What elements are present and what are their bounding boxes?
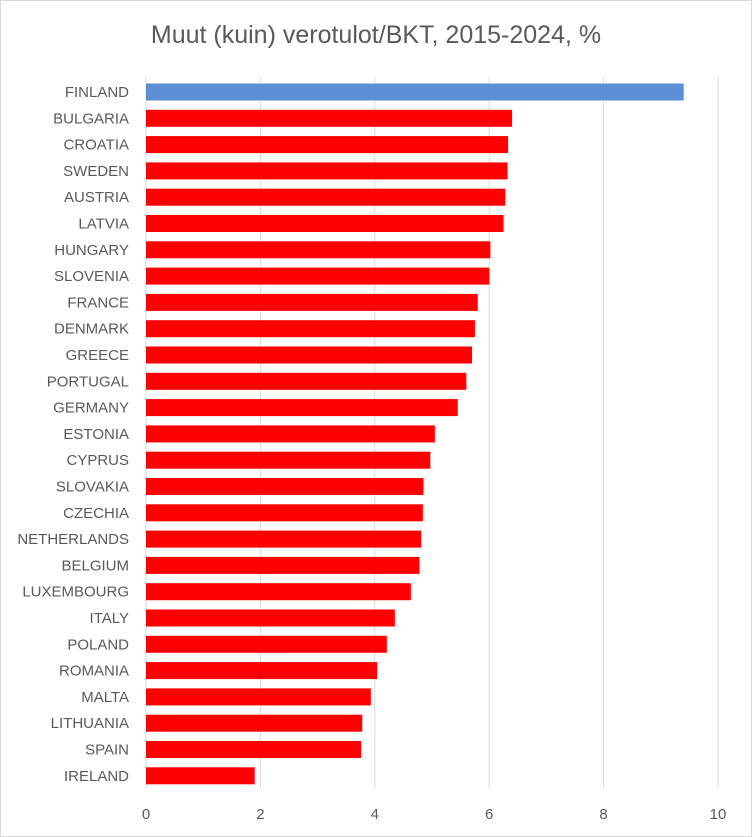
bar-romania	[146, 662, 378, 680]
bar-netherlands	[146, 530, 422, 548]
category-label: AUSTRIA	[64, 189, 129, 206]
category-label: SLOVAKIA	[56, 479, 129, 496]
bar-slovakia	[146, 478, 424, 495]
bar-germany	[146, 399, 458, 417]
bar-france	[146, 293, 478, 311]
category-label: LATVIA	[78, 216, 129, 233]
category-label: GERMANY	[53, 400, 129, 417]
bar-hungary	[146, 241, 491, 259]
bar-latvia	[146, 215, 504, 232]
chart-title: Muut (kuin) verotulot/BKT, 2015-2024, %	[150, 21, 602, 49]
x-tick-label: 10	[710, 806, 727, 823]
category-label: DENMARK	[54, 321, 129, 338]
bar-czechia	[146, 504, 423, 522]
category-label: BELGIUM	[61, 557, 129, 574]
category-label: ROMANIA	[59, 663, 129, 680]
bar-austria	[146, 188, 506, 206]
x-tick-label: 6	[485, 806, 493, 823]
category-label: FINLAND	[65, 84, 129, 101]
category-label: POLAND	[67, 636, 129, 653]
bar-cyprus	[146, 451, 431, 469]
category-label: SWEDEN	[63, 163, 129, 180]
x-tick-label: 0	[142, 806, 150, 823]
category-label: BULGARIA	[53, 110, 129, 127]
x-axis-ticks: 0 2 4 6 8 10	[142, 806, 727, 823]
bar-malta	[146, 688, 371, 706]
bar-finland	[146, 83, 684, 101]
category-label: MALTA	[81, 689, 129, 706]
bar-ireland	[146, 767, 255, 785]
bar-bulgaria	[146, 109, 513, 127]
category-label: IRELAND	[64, 768, 129, 785]
category-label: SLOVENIA	[54, 268, 129, 285]
bar-lithuania	[146, 714, 363, 732]
category-label: CYPRUS	[66, 452, 129, 469]
bar-italy	[146, 609, 395, 627]
bar-portugal	[146, 372, 467, 390]
category-label: ESTONIA	[63, 426, 129, 443]
x-tick-label: 4	[371, 806, 379, 823]
bar-belgium	[146, 556, 420, 574]
bar-poland	[146, 635, 387, 653]
bar-greece	[146, 346, 473, 364]
category-label: GREECE	[66, 347, 129, 364]
category-label: HUNGARY	[54, 242, 129, 259]
category-label: LITHUANIA	[51, 715, 129, 732]
bar-layer	[146, 83, 684, 785]
bar-spain	[146, 741, 362, 758]
category-label: PORTUGAL	[47, 373, 129, 390]
category-label: FRANCE	[67, 294, 129, 311]
category-label: LUXEMBOURG	[22, 584, 129, 601]
bar-croatia	[146, 136, 509, 154]
category-label: CZECHIA	[63, 505, 129, 522]
category-label: ITALY	[90, 610, 129, 627]
category-label: NETHERLANDS	[17, 531, 129, 548]
category-label: CROATIA	[63, 137, 129, 154]
category-labels: FINLAND BULGARIA CROATIA SWEDEN AUSTRIA LATVI…	[17, 84, 129, 785]
bar-denmark	[146, 320, 475, 338]
x-tick-label: 8	[599, 806, 607, 823]
x-tick-label: 2	[256, 806, 264, 823]
bar-estonia	[146, 425, 435, 443]
bar-slovenia	[146, 267, 490, 285]
category-label: SPAIN	[85, 742, 129, 759]
bar-sweden	[146, 162, 508, 180]
bar-luxembourg	[146, 583, 411, 601]
